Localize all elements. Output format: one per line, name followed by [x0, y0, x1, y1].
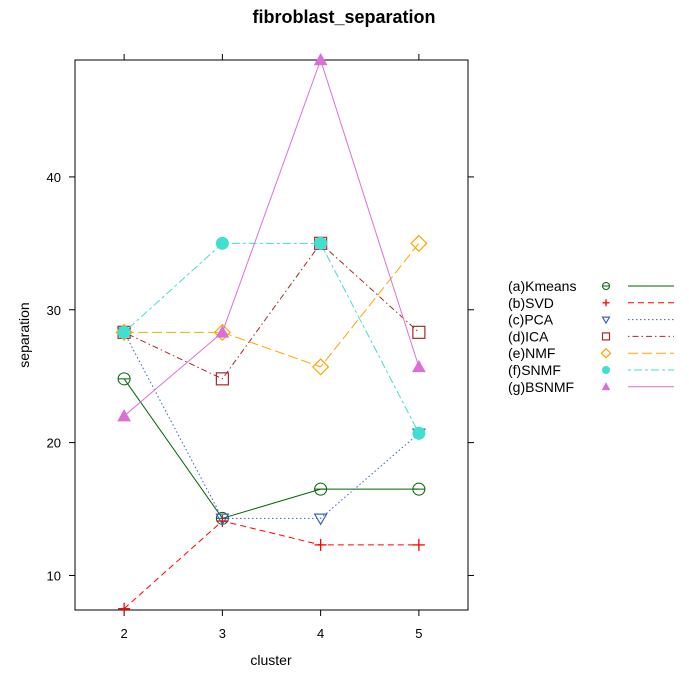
- data-point: [314, 538, 327, 551]
- legend-item: (a)Kmeans: [508, 278, 674, 294]
- data-point: [314, 482, 328, 496]
- legend-label: (g)BSNMF: [508, 379, 574, 395]
- data-point: [412, 325, 426, 339]
- data-point: [412, 359, 426, 373]
- legend-item: (f)SNMF: [508, 362, 674, 378]
- series-line: [123, 332, 420, 519]
- series-5: [117, 236, 426, 440]
- y-tick-label: 10: [47, 568, 61, 583]
- series-1: [118, 514, 425, 615]
- data-point: [215, 236, 229, 250]
- y-tick-label: 40: [47, 170, 61, 185]
- chart-title: fibroblast_separation: [252, 7, 435, 27]
- x-tick-label: 4: [317, 626, 324, 641]
- data-point: [412, 426, 426, 440]
- series-6: [117, 52, 426, 422]
- series-line: [123, 242, 420, 380]
- data-point: [117, 372, 131, 386]
- x-axis-label: cluster: [250, 652, 292, 668]
- legend-marker: [602, 299, 610, 307]
- legend-item: (e)NMF: [508, 345, 674, 361]
- legend-marker: [601, 382, 611, 391]
- y-tick-label: 30: [47, 303, 61, 318]
- series-0: [117, 372, 426, 525]
- y-axis-label: separation: [16, 302, 32, 367]
- legend: (a)Kmeans(b)SVD(c)PCA(d)ICA(e)NMF(f)SNMF…: [508, 278, 674, 395]
- data-point: [117, 325, 131, 339]
- legend-marker: [602, 366, 610, 374]
- series-3: [117, 236, 426, 386]
- legend-marker: [600, 347, 612, 359]
- data-point: [311, 358, 330, 376]
- legend-item: (c)PCA: [508, 312, 674, 328]
- data-point: [215, 513, 230, 526]
- data-point: [213, 323, 232, 341]
- axis-ticks: 2 3 4 5 10 20 30 40: [47, 54, 474, 641]
- x-tick-label: 2: [121, 626, 128, 641]
- legend-marker: [601, 316, 611, 325]
- data-point: [410, 234, 428, 252]
- legend-label: (b)SVD: [508, 295, 554, 311]
- series-line: [123, 520, 419, 610]
- series-line: [123, 58, 420, 417]
- legend-label: (c)PCA: [508, 312, 554, 328]
- legend-label: (a)Kmeans: [508, 278, 576, 294]
- x-tick-label: 5: [415, 626, 422, 641]
- series-2: [117, 327, 426, 526]
- data-point: [412, 538, 425, 551]
- data-point: [118, 602, 131, 615]
- legend-marker: [602, 282, 610, 290]
- data-point: [215, 325, 230, 338]
- data-point: [313, 52, 328, 66]
- plot-frame: [74, 59, 469, 611]
- data-point: [314, 236, 328, 250]
- series-4: [115, 234, 428, 376]
- legend-item: (b)SVD: [508, 295, 674, 311]
- legend-marker: [601, 332, 611, 341]
- legend-label: (f)SNMF: [508, 362, 561, 378]
- legend-label: (d)ICA: [508, 328, 549, 344]
- x-tick-label: 3: [219, 626, 226, 641]
- series-layer: [115, 52, 428, 615]
- legend-item: (g)BSNMF: [508, 379, 674, 395]
- data-point: [313, 513, 328, 526]
- legend-label: (e)NMF: [508, 345, 555, 361]
- series-line: [123, 242, 420, 434]
- series-line: [124, 243, 420, 368]
- series-line: [123, 378, 419, 519]
- data-point: [412, 482, 426, 496]
- data-point: [215, 372, 229, 386]
- data-point: [117, 409, 131, 422]
- y-tick-label: 20: [47, 436, 61, 451]
- legend-item: (d)ICA: [508, 328, 674, 344]
